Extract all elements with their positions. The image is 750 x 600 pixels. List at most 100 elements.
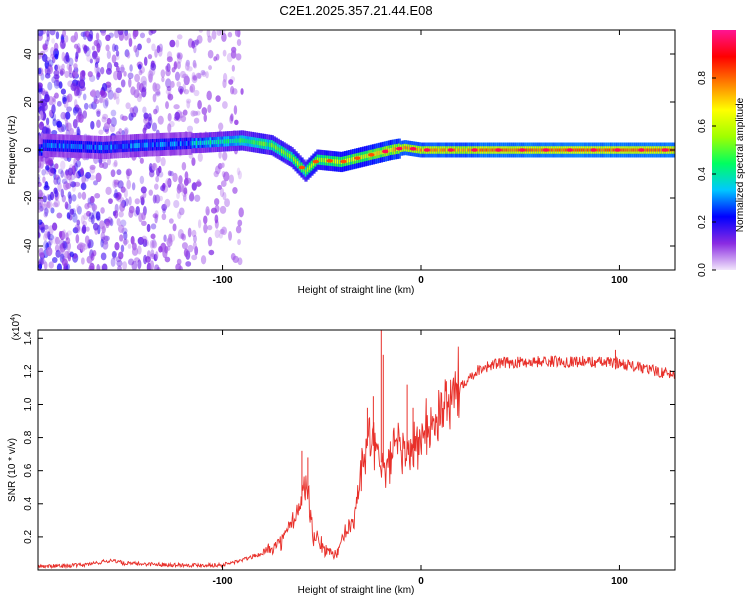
ridge-core xyxy=(118,144,121,150)
noise-speck xyxy=(178,175,183,185)
ridge-peak xyxy=(298,165,306,170)
noise-speck xyxy=(108,198,113,204)
noise-speck xyxy=(110,109,117,117)
noise-speck xyxy=(222,49,227,57)
noise-speck xyxy=(47,194,52,202)
noise-speck xyxy=(158,195,163,202)
noise-speck xyxy=(54,64,59,71)
ridge-core xyxy=(586,148,589,152)
noise-speck xyxy=(148,169,155,178)
noise-speck xyxy=(183,248,189,257)
noise-speck xyxy=(152,82,158,92)
snr-panel: -100 0 100 0.2 0.4 0.6 0.8 1.0 1.2 1.4 Height of… xyxy=(7,314,676,596)
noise-speck xyxy=(182,193,187,202)
noise-speck xyxy=(128,196,132,206)
ridge-core xyxy=(60,143,64,149)
ridge-core xyxy=(84,144,87,150)
noise-speck xyxy=(151,162,158,171)
noise-speck xyxy=(164,245,169,254)
noise-speck xyxy=(207,35,212,43)
noise-speck xyxy=(54,174,60,181)
noise-speck xyxy=(158,171,164,178)
noise-speck xyxy=(98,129,104,135)
noise-speck xyxy=(51,38,55,44)
noise-speck xyxy=(230,113,234,122)
ridge-core xyxy=(245,138,248,144)
ridge-core xyxy=(211,140,214,145)
noise-speck xyxy=(178,207,185,216)
noise-speck xyxy=(62,30,67,38)
noise-speck xyxy=(195,181,202,187)
y-tick-label: 0.6 xyxy=(23,463,34,477)
ridge-core xyxy=(310,163,314,168)
x-tick-label: 0 xyxy=(418,275,424,286)
noise-speck xyxy=(138,93,143,99)
noise-speck xyxy=(115,96,120,105)
noise-speck xyxy=(168,120,175,128)
noise-speck xyxy=(205,71,209,79)
noise-speck xyxy=(95,172,102,183)
noise-speck xyxy=(87,71,93,78)
noise-speck xyxy=(72,227,79,234)
noise-speck xyxy=(137,245,142,255)
spectrogram-noise-layer xyxy=(38,30,244,270)
noise-speck xyxy=(55,249,61,258)
noise-speck xyxy=(90,195,95,204)
noise-speck xyxy=(139,32,146,39)
ridge-core xyxy=(610,148,613,152)
ridge-core xyxy=(273,144,276,149)
noise-speck xyxy=(86,54,92,62)
noise-speck xyxy=(38,247,44,256)
noise-speck xyxy=(56,100,62,107)
ridge-core xyxy=(465,148,468,152)
noise-speck xyxy=(72,119,78,129)
ridge-core xyxy=(390,147,393,153)
noise-speck xyxy=(148,73,153,83)
ridge-core xyxy=(114,144,117,150)
ridge-core xyxy=(136,143,139,148)
ridge-core xyxy=(241,138,244,143)
noise-speck xyxy=(110,169,116,178)
colorbar-tick-label: 0.6 xyxy=(697,119,708,133)
noise-speck xyxy=(120,64,125,74)
noise-speck xyxy=(77,192,82,199)
noise-speck xyxy=(183,187,188,195)
noise-speck xyxy=(61,178,68,185)
ridge-core xyxy=(308,165,312,170)
ridge-core xyxy=(106,144,109,150)
noise-speck xyxy=(127,32,132,42)
noise-speck xyxy=(96,119,101,129)
noise-speck xyxy=(39,257,43,265)
noise-speck xyxy=(237,257,243,266)
noise-speck xyxy=(201,71,207,78)
noise-speck xyxy=(189,191,195,201)
ridge-core xyxy=(227,139,230,144)
ridge-core xyxy=(42,142,46,148)
ridge-core xyxy=(550,148,554,152)
noise-speck xyxy=(107,89,114,100)
ridge-core xyxy=(481,148,484,152)
noise-speck xyxy=(130,86,136,96)
noise-speck xyxy=(156,45,161,54)
noise-speck xyxy=(105,34,111,42)
x-tick-label: -100 xyxy=(213,576,233,587)
ridge-peak xyxy=(409,147,417,151)
ridge-core xyxy=(338,159,341,164)
noise-speck xyxy=(54,163,59,170)
noise-speck xyxy=(192,241,197,250)
ridge-core xyxy=(312,161,316,166)
noise-speck xyxy=(192,39,199,47)
ridge-core xyxy=(416,147,419,151)
noise-speck xyxy=(169,170,174,177)
ridge-core xyxy=(596,148,599,152)
ridge-core xyxy=(316,157,320,162)
noise-speck xyxy=(38,181,42,187)
ridge-core xyxy=(421,148,425,152)
noise-speck xyxy=(47,63,52,73)
noise-speck xyxy=(44,72,51,79)
noise-speck xyxy=(123,127,129,135)
ridge-core xyxy=(431,148,435,152)
noise-speck xyxy=(214,229,220,239)
ridge-core xyxy=(535,148,538,152)
noise-speck xyxy=(49,191,55,201)
